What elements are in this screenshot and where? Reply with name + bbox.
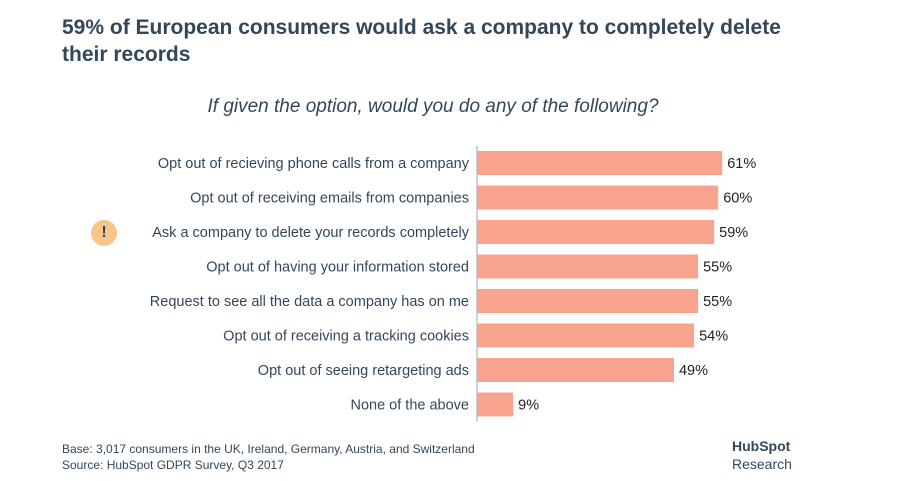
data-label: 60% [723,191,752,207]
data-label: 9% [518,398,539,414]
bar [477,185,719,210]
category-label: Opt out of receiving a tracking cookies [223,329,469,345]
bar [477,220,715,244]
category-label: Ask a company to delete your records com… [152,225,469,241]
bar [477,358,674,382]
brand-logo: HubSpot Research [732,437,792,473]
category-label: Opt out of receiving emails from compani… [190,191,469,207]
data-label: 55% [703,260,732,276]
page-title: 59% of European consumers would ask a co… [62,16,781,66]
data-label: 49% [679,363,708,379]
exclamation-icon: ! [91,220,117,246]
chart-subtitle: If given the option, would you do any of… [207,96,659,117]
category-label: None of the above [350,398,469,414]
brand-sub: Research [732,456,792,472]
data-label: 54% [699,329,728,345]
footnote: Base: 3,017 consumers in the UK, Ireland… [62,441,475,473]
category-label: Opt out of having your information store… [206,260,469,276]
bar [477,323,695,348]
category-label: Opt out of recieving phone calls from a … [158,156,470,172]
bar [477,289,699,313]
data-label: 59% [719,225,748,241]
bar [477,392,514,417]
data-label: 61% [727,156,756,172]
category-label: Opt out of seeing retargeting ads [258,363,469,379]
bar [477,254,699,279]
footnote-source: Source: HubSpot GDPR Survey, Q3 2017 [62,458,284,472]
footnote-base: Base: 3,017 consumers in the UK, Ireland… [62,442,475,456]
brand-name: HubSpot [732,438,791,454]
category-label: Request to see all the data a company ha… [150,294,469,310]
bar [477,151,723,175]
data-label: 55% [703,294,732,310]
